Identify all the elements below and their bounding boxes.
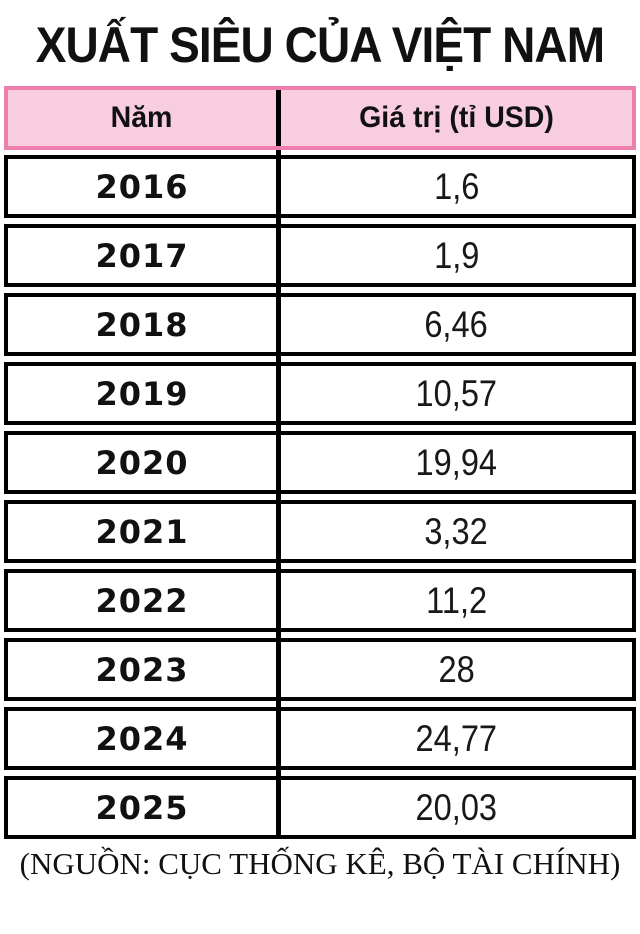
value-cell: 1,6 [281, 159, 632, 214]
year-cell: 2019 [8, 366, 281, 421]
table-row: 2024 24,77 [4, 707, 636, 770]
value-label: 1,6 [433, 165, 480, 207]
value-label: 3,32 [424, 510, 489, 552]
value-cell: 11,2 [281, 573, 632, 628]
value-label: 20,03 [415, 786, 498, 828]
table-row: 2020 19,94 [4, 431, 636, 494]
column-header-year-label: Năm [111, 101, 173, 134]
year-cell: 2018 [8, 297, 281, 352]
page-title: XUẤT SIÊU CỦA VIỆT NAM [35, 17, 605, 73]
year-cell: 2017 [8, 228, 281, 283]
table-row: 2017 1,9 [4, 224, 636, 287]
table-body: 2016 1,6 2017 1,9 2018 6,46 2019 10,57 2020 19,94… [4, 155, 636, 839]
table-row: 2021 3,32 [4, 500, 636, 563]
value-label: 6,46 [424, 303, 489, 345]
value-cell: 1,9 [281, 228, 632, 283]
year-label: 2025 [95, 788, 189, 827]
column-header-value-label: Giá trị (tỉ USD) [359, 101, 554, 134]
year-label: 2019 [95, 374, 189, 413]
value-cell: 24,77 [281, 711, 632, 766]
year-label: 2020 [95, 443, 189, 482]
table-row: 2019 10,57 [4, 362, 636, 425]
year-cell: 2023 [8, 642, 281, 697]
year-label: 2018 [95, 305, 189, 344]
value-cell: 10,57 [281, 366, 632, 421]
value-cell: 3,32 [281, 504, 632, 559]
year-cell: 2024 [8, 711, 281, 766]
source-area: (NGUỒN: CỤC THỐNG KÊ, BỘ TÀI CHÍNH) [0, 846, 640, 882]
column-header-value-cell: Giá trị (tỉ USD) [281, 90, 632, 146]
source-caption: (NGUỒN: CỤC THỐNG KÊ, BỘ TÀI CHÍNH) [19, 846, 621, 881]
year-label: 2017 [95, 236, 189, 275]
table-row: 2016 1,6 [4, 155, 636, 218]
table-row: 2023 28 [4, 638, 636, 701]
value-cell: 19,94 [281, 435, 632, 490]
year-label: 2021 [95, 512, 189, 551]
table-row: 2025 20,03 [4, 776, 636, 839]
table-row: 2018 6,46 [4, 293, 636, 356]
year-cell: 2016 [8, 159, 281, 214]
value-label: 19,94 [415, 441, 498, 483]
year-cell: 2022 [8, 573, 281, 628]
value-cell: 28 [281, 642, 632, 697]
value-label: 24,77 [415, 717, 498, 759]
value-label: 1,9 [433, 234, 480, 276]
year-cell: 2020 [8, 435, 281, 490]
year-label: 2023 [95, 650, 189, 689]
year-cell: 2025 [8, 780, 281, 835]
title-area: XUẤT SIÊU CỦA VIỆT NAM [0, 0, 640, 86]
table-row: 2022 11,2 [4, 569, 636, 632]
year-label: 2016 [95, 167, 189, 206]
value-cell: 6,46 [281, 297, 632, 352]
value-label: 10,57 [415, 372, 498, 414]
value-label: 28 [438, 648, 475, 690]
table-header-row: Năm Giá trị (tỉ USD) [4, 86, 636, 150]
year-label: 2024 [95, 719, 189, 758]
year-cell: 2021 [8, 504, 281, 559]
value-label: 11,2 [426, 579, 487, 621]
column-header-year-cell: Năm [8, 90, 281, 146]
trade-surplus-table: Năm Giá trị (tỉ USD) 2016 1,6 2017 1,9 2018 6… [4, 86, 636, 839]
year-label: 2022 [95, 581, 189, 620]
value-cell: 20,03 [281, 780, 632, 835]
